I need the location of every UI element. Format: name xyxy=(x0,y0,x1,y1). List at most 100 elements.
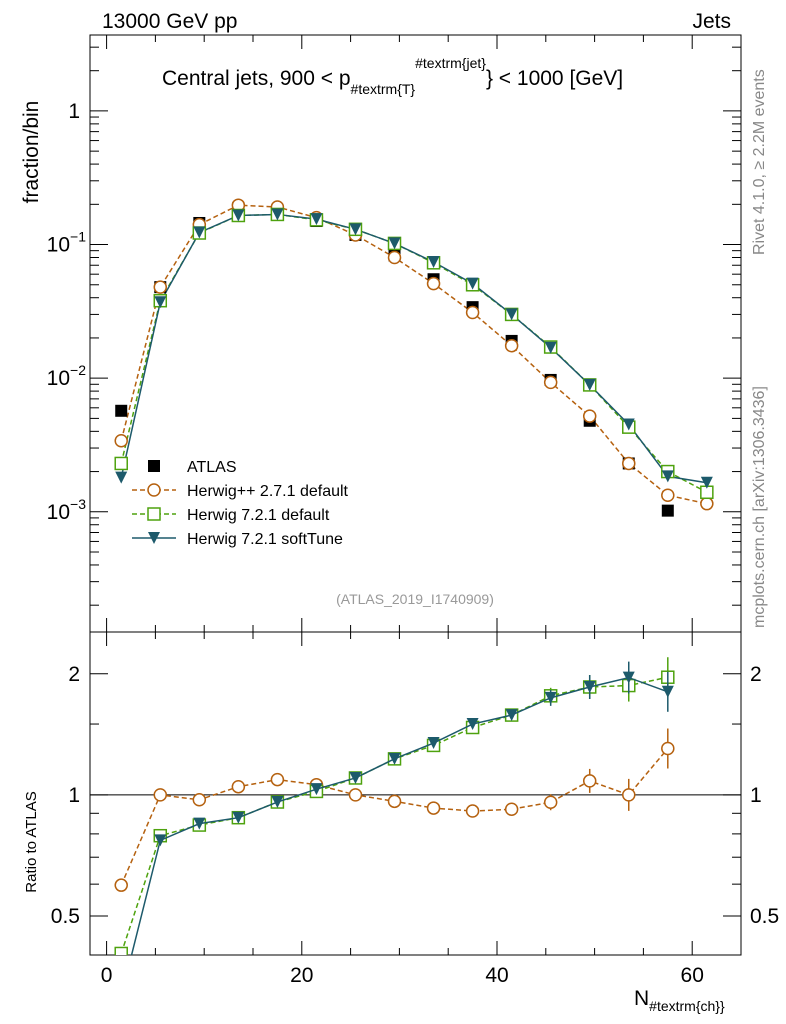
legend-marker xyxy=(148,532,160,544)
y-tick-exponent: −1 xyxy=(70,229,86,245)
data-point-herwig-7-2-1-softtune xyxy=(232,209,245,222)
legend-item-atlas: ATLAS xyxy=(148,459,237,476)
y-tick-label: 10−3 xyxy=(47,496,87,524)
ratio-point-herwig-2-7-1-default xyxy=(543,795,558,809)
ratio-point-herwig-7-2-1-softtune xyxy=(193,817,206,830)
data-point-herwig-2-7-1-default xyxy=(700,496,714,511)
xlabel-main: N xyxy=(634,987,649,1010)
header-left: 13000 GeV pp xyxy=(102,10,237,33)
y-tick-label: 1 xyxy=(68,100,80,123)
ratio-line-herwig-7-2-1-softtune xyxy=(130,676,669,955)
side-text-rivet: Rivet 4.1.0, ≥ 2.2M events xyxy=(751,69,768,255)
ratio-point-herwig-7-2-1-default xyxy=(114,946,128,955)
ratio-point-herwig-7-2-1-softtune xyxy=(622,671,635,684)
data-point-herwig-7-2-1-softtune xyxy=(310,213,323,226)
data-point-herwig-7-2-1-softtune xyxy=(622,418,635,431)
data-point-herwig-2-7-1-default xyxy=(504,338,519,353)
title-main: Central jets, 900 < p xyxy=(162,67,351,90)
ratio-tick-label-right: 2 xyxy=(750,663,762,686)
data-point-atlas xyxy=(661,504,674,517)
ratio-tick-label-left: 2 xyxy=(68,663,80,686)
ratio-line-herwig-2-7-1-default xyxy=(120,748,669,886)
ratio-point-herwig-7-2-1-softtune xyxy=(661,685,674,698)
x-tick-label: 60 xyxy=(681,964,704,987)
ratio-point-herwig-7-2-1-softtune xyxy=(466,718,479,731)
data-point-herwig-2-7-1-default xyxy=(114,434,128,448)
data-point-herwig-2-7-1-default xyxy=(465,305,480,320)
title-sub: #textrm{T} xyxy=(351,81,416,97)
y-tick-label: 10−1 xyxy=(47,229,87,257)
legend-label: Herwig 7.2.1 default xyxy=(187,507,330,524)
ratio-point-herwig-7-2-1-softtune xyxy=(349,771,362,784)
ratio-point-herwig-2-7-1-default xyxy=(661,741,675,756)
legend-item-herwig-2-7-1-default: Herwig++ 2.7.1 default xyxy=(132,483,349,500)
ratio-point-herwig-2-7-1-default xyxy=(231,779,246,794)
y-tick-base: 1 xyxy=(68,100,80,123)
ratio-y-axis-label: Ratio to ATLAS xyxy=(23,791,40,892)
main-plot-marks xyxy=(114,198,714,517)
y-axis-label: fraction/bin xyxy=(20,101,43,204)
legend-label: Herwig++ 2.7.1 default xyxy=(187,483,349,500)
ratio-line-herwig-7-2-1-default xyxy=(120,676,668,954)
y-tick-label: 10−2 xyxy=(47,362,87,390)
series-line-herwig-2-7-1-default xyxy=(120,204,707,505)
data-point-herwig-7-2-1-softtune xyxy=(700,476,713,489)
ratio-plot-frame xyxy=(89,631,742,956)
ratio-point-herwig-2-7-1-default xyxy=(114,878,128,892)
ratio-point-herwig-2-7-1-default xyxy=(504,802,519,817)
data-point-herwig-2-7-1-default xyxy=(582,409,597,423)
y-tick-exponent: −3 xyxy=(70,496,86,512)
x-tick-label: 20 xyxy=(290,964,313,987)
ratio-point-herwig-2-7-1-default xyxy=(153,788,168,802)
xlabel-sub: #textrm{ch}} xyxy=(649,998,725,1014)
y-tick-base: 10 xyxy=(47,501,70,524)
data-point-herwig-2-7-1-default xyxy=(543,375,558,390)
data-point-herwig-7-2-1-softtune xyxy=(193,226,206,239)
data-point-herwig-7-2-1-softtune xyxy=(661,470,674,483)
y-tick-base: 10 xyxy=(47,367,70,390)
ratio-point-herwig-7-2-1-softtune xyxy=(154,834,167,847)
legend-item-herwig-7-2-1-default: Herwig 7.2.1 default xyxy=(132,507,330,524)
legend: ATLAS Herwig++ 2.7.1 default Herwig 7.2.1 … xyxy=(132,459,349,548)
y-tick-base: 10 xyxy=(47,234,70,257)
legend-marker xyxy=(147,483,161,497)
ratio-point-herwig-2-7-1-default xyxy=(465,804,480,818)
data-point-herwig-7-2-1-default xyxy=(114,456,128,471)
ratio-point-herwig-7-2-1-softtune xyxy=(544,691,557,704)
ratio-point-herwig-7-2-1-softtune xyxy=(505,709,518,722)
ratio-point-herwig-7-2-1-softtune xyxy=(388,752,401,765)
legend-item-herwig-7-2-1-softtune: Herwig 7.2.1 softTune xyxy=(132,531,343,548)
data-point-herwig-7-2-1-softtune xyxy=(388,237,401,250)
ratio-tick-label-left: 0.5 xyxy=(51,905,80,928)
ratio-point-herwig-2-7-1-default xyxy=(622,788,636,802)
title-sup: #textrm{jet} xyxy=(415,55,486,71)
data-point-herwig-2-7-1-default xyxy=(426,276,441,291)
data-point-herwig-7-2-1-softtune xyxy=(271,208,284,221)
side-text-mcplots: mcplots.cern.ch [arXiv:1306.3436] xyxy=(751,386,768,628)
x-axis-label: N#textrm{ch}} xyxy=(634,987,725,1014)
data-point-herwig-7-2-1-softtune xyxy=(505,308,518,321)
ratio-point-herwig-7-2-1-softtune xyxy=(115,990,127,1002)
watermark: (ATLAS_2019_I1740909) xyxy=(336,591,494,607)
ratio-point-herwig-7-2-1-softtune xyxy=(583,680,596,693)
ratio-tick-label-right: 0.5 xyxy=(750,905,779,928)
data-point-herwig-7-2-1-softtune xyxy=(349,223,362,236)
ratio-point-herwig-7-2-1-softtune xyxy=(310,783,323,796)
ratio-point-herwig-2-7-1-default xyxy=(387,794,402,809)
ratio-point-herwig-2-7-1-default xyxy=(582,774,597,788)
legend-marker xyxy=(147,507,161,521)
ratio-point-herwig-2-7-1-default xyxy=(426,801,441,815)
y-tick-exponent: −2 xyxy=(70,362,86,378)
ratio-plot-marks xyxy=(114,657,675,1002)
data-point-herwig-7-2-1-softtune xyxy=(583,378,596,391)
ratio-point-herwig-7-2-1-softtune xyxy=(427,737,440,750)
x-tick-label: 40 xyxy=(485,964,508,987)
ratio-point-herwig-7-2-1-softtune xyxy=(271,796,284,809)
data-point-herwig-2-7-1-default xyxy=(661,488,675,502)
ratio-tick-label-right: 1 xyxy=(750,784,762,807)
data-point-herwig-7-2-1-softtune xyxy=(115,471,128,484)
data-point-herwig-7-2-1-softtune xyxy=(427,256,440,269)
x-tick-label: 0 xyxy=(101,964,113,987)
chart-title: Central jets, 900 < p#textrm{T} #textrm{j… xyxy=(162,55,623,97)
